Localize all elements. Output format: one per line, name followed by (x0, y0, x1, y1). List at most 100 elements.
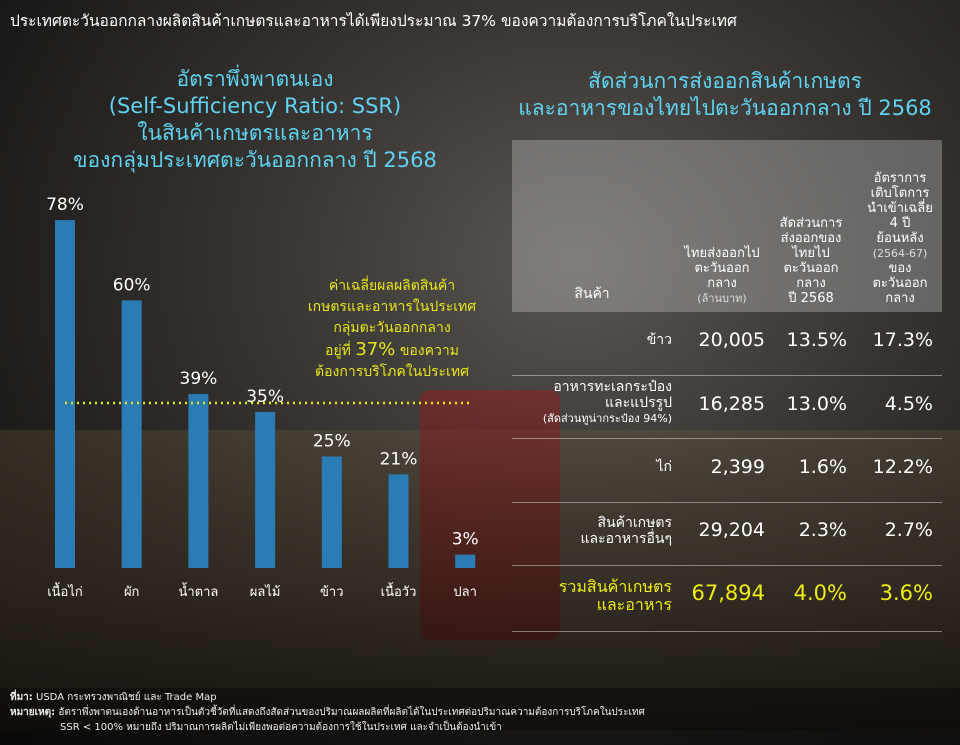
cell-import-growth: 17.3% (872, 329, 933, 351)
header-unit: (ล้านบาท) (697, 292, 747, 305)
chart-title: อัตราพึ่งพาตนเอง (Self-Sufficiency Ratio… (20, 66, 490, 174)
chart-title-line: ของกลุ่มประเทศตะวันออกกลาง ปี 2568 (73, 148, 437, 172)
header-years: (2564-67) (872, 247, 928, 260)
table-row: ไก่ 2,399 1.6% 12.2% (512, 439, 942, 503)
annotation-value: 37% (355, 339, 396, 360)
bar-value-label: 21% (380, 449, 418, 469)
bar (55, 220, 75, 568)
header-line: ปี 2568 (788, 291, 834, 306)
row-label-line: สินค้าเกษตร (597, 515, 672, 531)
bar (388, 474, 409, 568)
source-line: ที่มา: USDA กระทรวงพาณิชย์ และ Trade Map (10, 690, 645, 705)
bar-value-label: 78% (46, 195, 84, 215)
header-line: ตะวันออก (872, 276, 928, 291)
row-label-line: และอาหาร (596, 595, 672, 614)
row-label-line: และอาหารอื่นๆ (580, 531, 673, 547)
row-label-line: และแปรรูป (605, 395, 672, 411)
row-sub-label: (สัดส่วนทูน่ากระป๋อง 94%) (542, 412, 672, 425)
header-line: ตะวันออก (783, 261, 839, 276)
bar (255, 411, 276, 568)
header-product: สินค้า (574, 286, 610, 302)
annotation-line: กลุ่มตะวันออกกลาง (333, 320, 451, 336)
annotation-text: ของความ (399, 343, 459, 359)
row-label: ข้าว (646, 332, 672, 348)
header-line: เติบโตการ (870, 186, 930, 201)
header-line: ไทยส่งออกไป (684, 246, 760, 261)
row-label: ไก่ (656, 459, 672, 475)
cell-export-share: 1.6% (798, 456, 847, 478)
bar-value-label: 3% (452, 530, 479, 550)
headline: ประเทศตะวันออกกลางผลิตสินค้าเกษตรและอาหา… (10, 12, 737, 30)
note-label: หมายเหตุ: (10, 707, 56, 718)
bar-value-label: 25% (313, 432, 351, 452)
header-line: กลาง (707, 276, 737, 291)
header-line: ของ (888, 261, 912, 276)
annotation-line: อยู่ที่ 37% ของความ (292, 339, 492, 362)
average-annotation: ค่าเฉลี่ยผลผลิตสินค้า เกษตรและอาหารในประ… (292, 276, 492, 383)
category-label: น้ำตาล (178, 582, 218, 600)
bar-value-label: 35% (246, 387, 284, 407)
cell-export-value: 2,399 (710, 456, 765, 478)
row-label-line: รวมสินค้าเกษตร (558, 577, 672, 596)
cell-import-growth: 4.5% (884, 393, 933, 415)
category-label: ผัก (124, 585, 140, 600)
category-label: ข้าว (320, 585, 344, 600)
header-line: 4 ปี (889, 216, 911, 231)
cell-import-growth: 3.6% (879, 581, 933, 605)
annotation-text: อยู่ที่ (325, 343, 351, 359)
table-row: อาหารทะเลกระป๋อง และแปรรูป (สัดส่วนทูน่ากร… (512, 376, 942, 439)
annotation-line: เกษตรและอาหารในประเทศ (307, 299, 477, 315)
row-label: อาหารทะเลกระป๋อง และแปรรูป (สัดส่วนทูน่ากร… (543, 379, 672, 427)
header-line: อัตราการ (873, 171, 927, 186)
background-tractor (420, 390, 560, 640)
table-title-line: และอาหารของไทยไปตะวันออกกลาง ปี 2568 (518, 96, 932, 120)
bar (455, 554, 476, 568)
footer: ที่มา: USDA กระทรวงพาณิชย์ และ Trade Map… (10, 690, 645, 735)
table-title: สัดส่วนการส่งออกสินค้าเกษตร และอาหารของไ… (490, 68, 960, 122)
header-line: นำเข้าเฉลี่ย (867, 201, 933, 216)
category-label: เนื้อไก่ (47, 582, 83, 600)
category-label: เนื้อวัว (381, 582, 417, 600)
cell-export-value: 29,204 (698, 519, 765, 541)
table-row: ข้าว 20,005 13.5% 17.3% (512, 312, 942, 376)
cell-export-value: 20,005 (698, 329, 765, 351)
row-label-line: อาหารทะเลกระป๋อง (553, 379, 672, 395)
cell-import-growth: 12.2% (872, 456, 933, 478)
footer-band (0, 688, 960, 745)
source-text: USDA กระทรวงพาณิชย์ และ Trade Map (36, 692, 217, 703)
table-row: สินค้าเกษตร และอาหารอื่นๆ 29,204 2.3% 2.7… (512, 503, 942, 566)
annotation-line: ค่าเฉลี่ยผลผลิตสินค้า (328, 278, 456, 294)
cell-export-share: 4.0% (793, 581, 847, 605)
header-line: ตะวันออก (694, 261, 750, 276)
ssr-bar-chart: 78% เนื้อไก่ 60% ผัก 39% น้ำตาล 35% ผลไม้ 25% ข้า… (46, 195, 479, 600)
note-line: หมายเหตุ: อัตราพึ่งพาตนเองด้านอาหารเป็นต… (10, 705, 645, 720)
header-export-value: ไทยส่งออกไป ตะวันออก กลาง (ล้านบาท) (672, 246, 772, 306)
header-line: ไทยไป (792, 246, 830, 261)
cell-export-value: 67,894 (691, 581, 765, 605)
note-text: SSR < 100% หมายถึง ปริมาณการผลิตไม่เพียง… (60, 722, 502, 733)
bar (188, 394, 209, 568)
category-label: ผลไม้ (250, 584, 281, 600)
cell-export-share: 2.3% (798, 519, 847, 541)
category-label: ปลา (453, 585, 477, 600)
chart-title-line: ในสินค้าเกษตรและอาหาร (137, 121, 373, 145)
note-text: อัตราพึ่งพาตนเองด้านอาหารเป็นตัวชี้วัดที… (58, 707, 645, 718)
table-total-row: รวมสินค้าเกษตร และอาหาร 67,894 4.0% 3.6% (512, 566, 942, 632)
row-label: รวมสินค้าเกษตร และอาหาร (559, 578, 672, 614)
header-line: ส่งออกของ (780, 231, 842, 246)
table-header: สินค้า ไทยส่งออกไป ตะวันออก กลาง (ล้านบา… (512, 140, 942, 312)
annotation-line: ต้องการบริโภคในประเทศ (315, 364, 469, 380)
bar (321, 456, 342, 568)
chart-title-line: อัตราพึ่งพาตนเอง (176, 67, 334, 91)
cell-import-growth: 2.7% (884, 519, 933, 541)
bar (121, 300, 142, 568)
table-title-line: สัดส่วนการส่งออกสินค้าเกษตร (588, 69, 862, 93)
header-line: กลาง (796, 276, 826, 291)
header-line: สัดส่วนการ (779, 216, 843, 231)
bar-value-label: 60% (113, 275, 151, 295)
row-label: สินค้าเกษตร และอาหารอื่นๆ (581, 515, 673, 547)
chart-title-line: (Self-Sufficiency Ratio: SSR) (108, 94, 402, 118)
cell-export-share: 13.0% (786, 393, 847, 415)
header-export-share: สัดส่วนการ ส่งออกของ ไทยไป ตะวันออก กลาง… (770, 216, 852, 306)
header-line: กลาง (885, 291, 915, 306)
